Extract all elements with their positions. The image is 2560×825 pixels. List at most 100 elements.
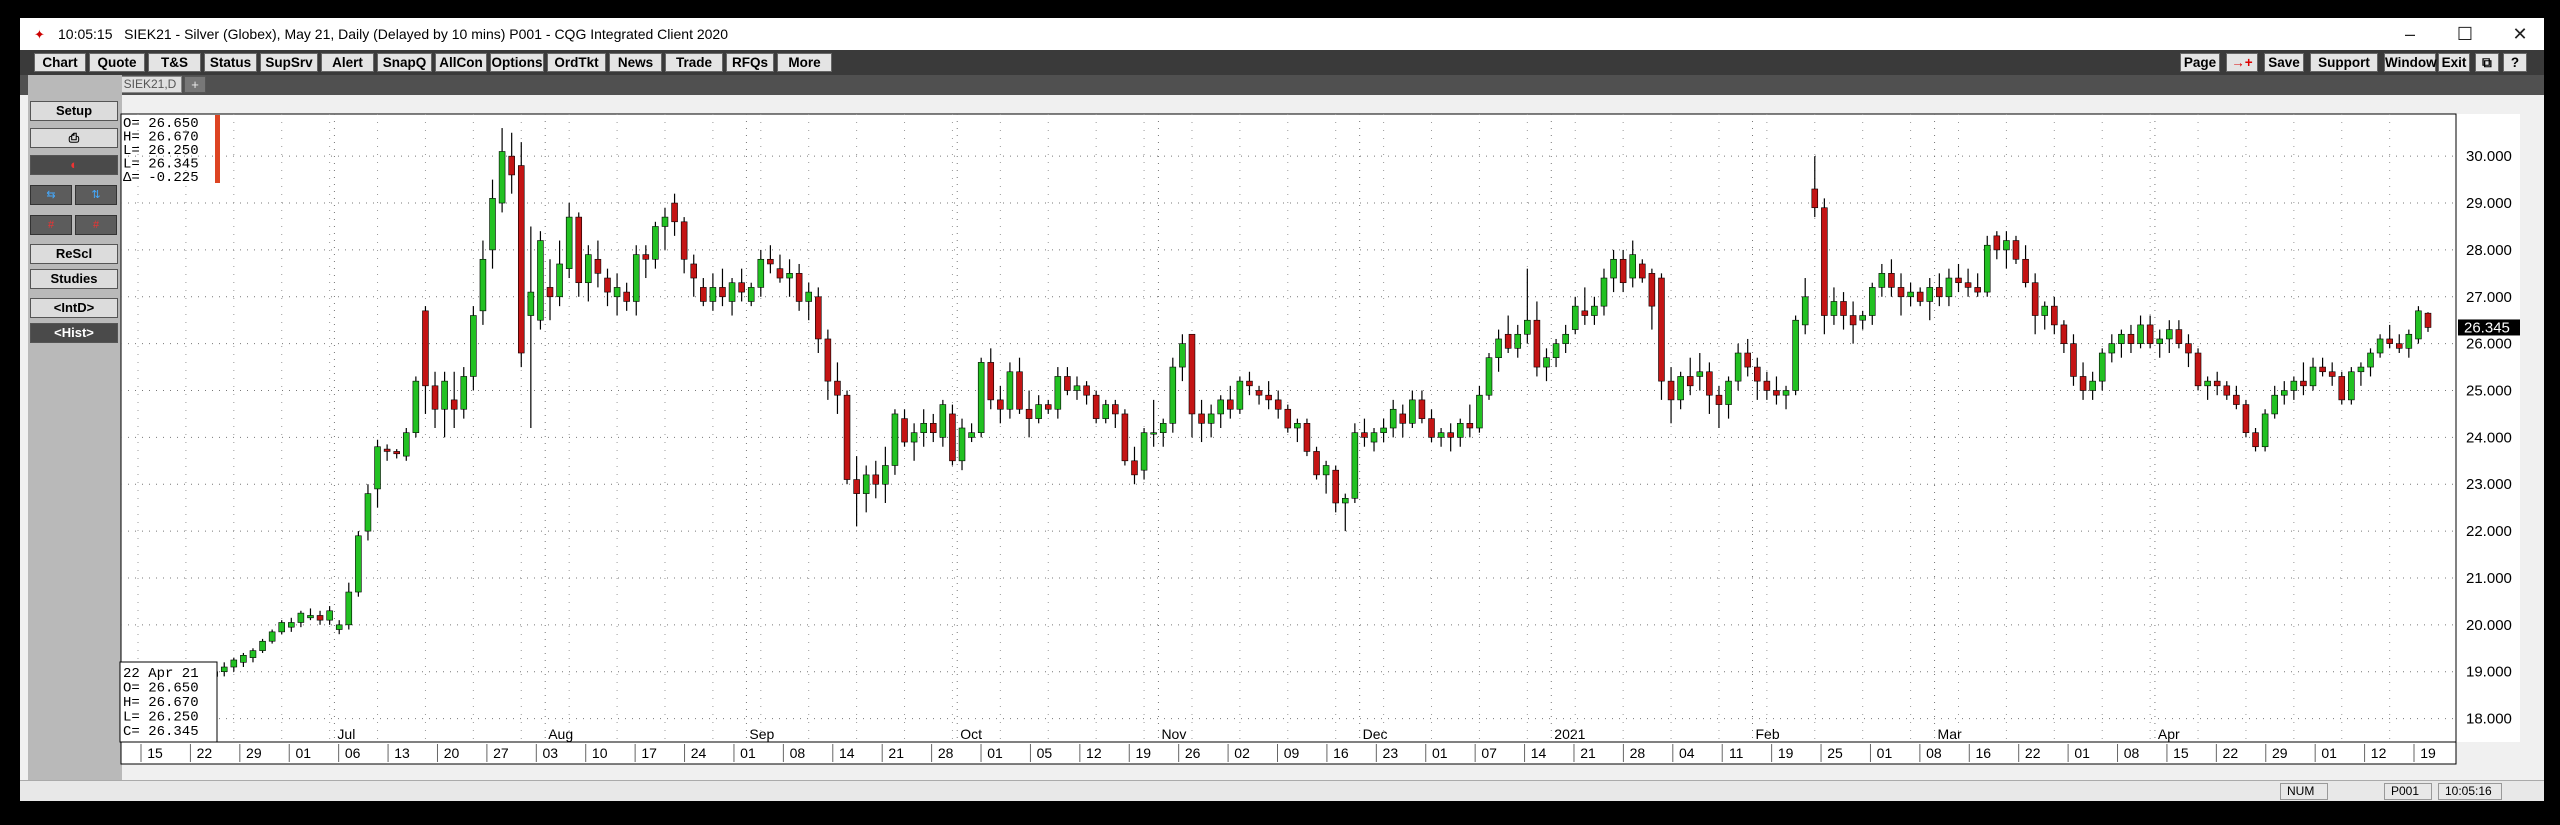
- candle: [2185, 334, 2192, 368]
- scroll-left-button[interactable]: ⇆: [30, 185, 72, 205]
- candle: [2070, 334, 2077, 386]
- candle: [230, 657, 238, 672]
- ohlc-readout-line: L= 26.345: [123, 157, 199, 173]
- menu-snapq-button[interactable]: SnapQ: [377, 53, 432, 72]
- candle: [1754, 357, 1761, 400]
- candle-body: [2281, 390, 2288, 396]
- candle-body: [1179, 343, 1186, 368]
- tool-button-red[interactable]: ◐: [30, 155, 118, 175]
- chart-tab-siek21[interactable]: SIEK21,D: [118, 76, 182, 93]
- candle-body: [1456, 423, 1464, 438]
- menu-rfqs-button[interactable]: RFQs: [726, 53, 774, 72]
- candle-body: [1485, 357, 1493, 396]
- last-price-label: 26.345: [2464, 319, 2510, 336]
- minimize-button[interactable]: –: [2404, 24, 2415, 44]
- candle-body: [498, 151, 506, 204]
- candle-body: [1380, 427, 1387, 433]
- menu-options-button[interactable]: Options: [490, 53, 544, 72]
- rescale-button[interactable]: ReScl: [30, 244, 118, 264]
- candle: [891, 409, 899, 475]
- menu-right-0-button[interactable]: Page: [2180, 53, 2220, 72]
- candle-body: [1495, 338, 1502, 359]
- print-button[interactable]: ⎙: [30, 128, 118, 148]
- candle-body: [2357, 366, 2365, 373]
- menu-right-2-button[interactable]: Save: [2264, 53, 2304, 72]
- candle: [1073, 376, 1081, 400]
- candle-body: [527, 291, 535, 316]
- day-tick-label: 06: [345, 745, 361, 761]
- candle-body: [1888, 273, 1895, 288]
- menu-alert-button[interactable]: Alert: [321, 53, 374, 72]
- menu-right-6-button[interactable]: ⧉: [2475, 53, 2499, 72]
- candle-body: [1504, 333, 1512, 349]
- menu-supsrv-button[interactable]: SupSrv: [260, 53, 318, 72]
- candle: [1389, 399, 1397, 438]
- candle-body: [1907, 291, 1914, 298]
- menu-allcon-button[interactable]: AllCon: [435, 53, 487, 72]
- candle: [1821, 198, 1828, 335]
- candle-body: [709, 287, 717, 302]
- candle: [364, 484, 372, 541]
- day-tick-label: 01: [295, 745, 311, 761]
- menu-trade-button[interactable]: Trade: [665, 53, 723, 72]
- candle-body: [2290, 380, 2298, 391]
- candle-body: [1447, 432, 1454, 438]
- candle-body: [556, 263, 563, 298]
- candle-body: [2070, 343, 2077, 377]
- candle: [604, 268, 611, 307]
- candle: [489, 179, 496, 269]
- month-label: 2021: [1554, 726, 1585, 742]
- menu-quote-button[interactable]: Quote: [89, 53, 145, 72]
- history-button[interactable]: <Hist>: [30, 323, 118, 343]
- menu-right-3-button[interactable]: Support: [2310, 53, 2378, 72]
- day-tick-label: 08: [1926, 745, 1942, 761]
- candle: [278, 620, 285, 635]
- candle: [1897, 273, 1905, 316]
- candle-body: [441, 380, 448, 410]
- menu-chart-button[interactable]: Chart: [34, 53, 86, 72]
- candle-body: [1255, 390, 1263, 396]
- menu-right-1-button[interactable]: →+: [2226, 53, 2258, 72]
- scroll-right-button[interactable]: ⇅: [75, 185, 117, 205]
- candle-body: [2223, 385, 2231, 396]
- zoom-in-button[interactable]: #: [30, 215, 72, 235]
- menu-ordtkt-button[interactable]: OrdTkt: [547, 53, 606, 72]
- title-time: 10:05:15: [58, 26, 113, 42]
- candle: [1313, 446, 1320, 480]
- cqg-app-icon: ✦: [34, 27, 45, 42]
- candle: [1955, 263, 1962, 293]
- candle-body: [1811, 188, 1819, 209]
- month-label: Dec: [1363, 726, 1388, 742]
- candle: [249, 648, 257, 663]
- candle: [1083, 381, 1090, 405]
- close-button[interactable]: ✕: [2512, 24, 2528, 44]
- menu-right-4-button[interactable]: Window: [2384, 53, 2437, 72]
- zoom-out-button[interactable]: #: [75, 215, 117, 235]
- candle-body: [1092, 394, 1100, 419]
- menu-status-button[interactable]: Status: [204, 53, 257, 72]
- candle-body: [1361, 432, 1368, 438]
- menu-more-button[interactable]: More: [777, 53, 832, 72]
- menu-news-button[interactable]: News: [609, 53, 662, 72]
- intraday-button[interactable]: <IntD>: [30, 298, 118, 318]
- day-tick-label: 01: [987, 745, 1003, 761]
- candle-body: [604, 277, 611, 293]
- candle-body: [623, 291, 630, 302]
- menu-ts-button[interactable]: T&S: [148, 53, 201, 72]
- menu-right-7-button[interactable]: ?: [2503, 53, 2527, 72]
- candle-body: [2338, 376, 2346, 401]
- candle: [1246, 371, 1253, 396]
- candle-body: [815, 296, 822, 340]
- setup-button[interactable]: Setup: [30, 101, 118, 121]
- maximize-button[interactable]: ☐: [2456, 24, 2474, 44]
- candle-body: [901, 418, 908, 443]
- menu-right-5-button[interactable]: Exit: [2438, 53, 2470, 72]
- candle-body: [1370, 432, 1378, 443]
- studies-button[interactable]: Studies: [30, 269, 118, 289]
- candle-body: [1725, 380, 1732, 405]
- candle: [719, 268, 726, 307]
- add-tab-button[interactable]: +: [184, 76, 206, 93]
- candle-body: [910, 432, 918, 443]
- candle: [1121, 409, 1129, 466]
